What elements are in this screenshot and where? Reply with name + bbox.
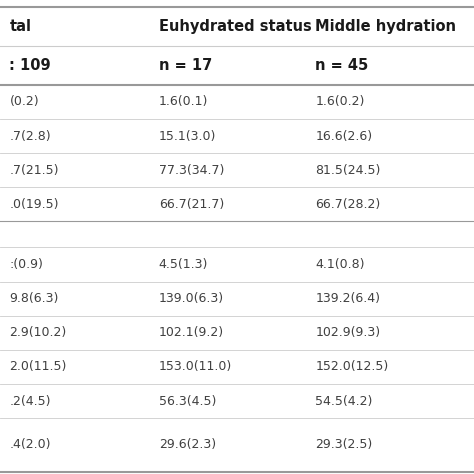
Text: 16.6(2.6): 16.6(2.6) xyxy=(315,129,373,143)
Text: 152.0(12.5): 152.0(12.5) xyxy=(315,360,389,374)
Text: Euhydrated status: Euhydrated status xyxy=(159,19,311,34)
Text: n = 17: n = 17 xyxy=(159,58,212,73)
Text: 29.3(2.5): 29.3(2.5) xyxy=(315,438,373,451)
Text: : 109: : 109 xyxy=(9,58,51,73)
Text: n = 45: n = 45 xyxy=(315,58,368,73)
Text: 66.7(21.7): 66.7(21.7) xyxy=(159,198,224,211)
Text: 2.0(11.5): 2.0(11.5) xyxy=(9,360,67,374)
Text: 139.2(6.4): 139.2(6.4) xyxy=(315,292,380,305)
Text: 15.1(3.0): 15.1(3.0) xyxy=(159,129,216,143)
Text: 102.9(9.3): 102.9(9.3) xyxy=(315,326,380,339)
Text: .7(21.5): .7(21.5) xyxy=(9,164,59,177)
Text: .7(2.8): .7(2.8) xyxy=(9,129,51,143)
Text: tal: tal xyxy=(9,19,31,34)
Text: 29.6(2.3): 29.6(2.3) xyxy=(159,438,216,451)
Text: .2(4.5): .2(4.5) xyxy=(9,394,51,408)
Text: 66.7(28.2): 66.7(28.2) xyxy=(315,198,381,211)
Text: 56.3(4.5): 56.3(4.5) xyxy=(159,394,216,408)
Text: 102.1(9.2): 102.1(9.2) xyxy=(159,326,224,339)
Text: 9.8(6.3): 9.8(6.3) xyxy=(9,292,59,305)
Text: 4.1(0.8): 4.1(0.8) xyxy=(315,258,365,271)
Text: .0(19.5): .0(19.5) xyxy=(9,198,59,211)
Text: 54.5(4.2): 54.5(4.2) xyxy=(315,394,373,408)
Text: .4(2.0): .4(2.0) xyxy=(9,438,51,451)
Text: 2.9(10.2): 2.9(10.2) xyxy=(9,326,67,339)
Text: 77.3(34.7): 77.3(34.7) xyxy=(159,164,224,177)
Text: 81.5(24.5): 81.5(24.5) xyxy=(315,164,381,177)
Text: 4.5(1.3): 4.5(1.3) xyxy=(159,258,208,271)
Text: 1.6(0.1): 1.6(0.1) xyxy=(159,95,208,109)
Text: Middle hydration: Middle hydration xyxy=(315,19,456,34)
Text: 153.0(11.0): 153.0(11.0) xyxy=(159,360,232,374)
Text: (0.2): (0.2) xyxy=(9,95,39,109)
Text: 139.0(6.3): 139.0(6.3) xyxy=(159,292,224,305)
Text: :(0.9): :(0.9) xyxy=(9,258,43,271)
Text: 1.6(0.2): 1.6(0.2) xyxy=(315,95,365,109)
